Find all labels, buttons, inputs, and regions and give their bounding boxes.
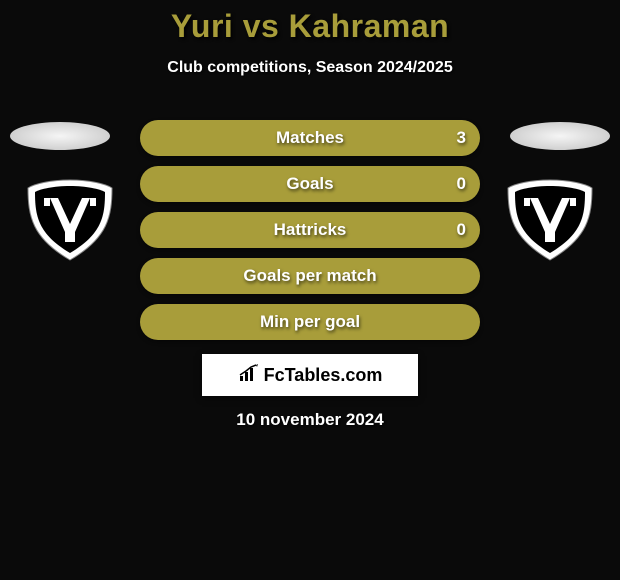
club-badge-right [500,176,600,264]
player-avatar-left [10,122,110,150]
stat-value-right: 3 [457,128,466,148]
stat-label: Min per goal [260,312,360,332]
player-avatar-right [510,122,610,150]
stat-label: Goals per match [243,266,376,286]
shield-icon [20,176,120,264]
stat-label: Matches [276,128,344,148]
stat-label: Goals [286,174,333,194]
date-text: 10 november 2024 [0,410,620,430]
logo-box[interactable]: FcTables.com [202,354,418,396]
page-title: Yuri vs Kahraman [0,8,620,45]
stats-container: Matches 3 Goals 0 Hattricks 0 Goals per … [140,120,480,350]
club-badge-left [20,176,120,264]
stat-value-right: 0 [457,174,466,194]
logo-text: FcTables.com [264,365,383,386]
stat-label: Hattricks [274,220,347,240]
chart-icon [238,364,260,387]
stat-row-min-per-goal: Min per goal [140,304,480,340]
header: Yuri vs Kahraman Club competitions, Seas… [0,0,620,77]
subtitle: Club competitions, Season 2024/2025 [0,59,620,77]
stat-value-right: 0 [457,220,466,240]
shield-icon [500,176,600,264]
stat-row-hattricks: Hattricks 0 [140,212,480,248]
stat-row-matches: Matches 3 [140,120,480,156]
stat-row-goals: Goals 0 [140,166,480,202]
stat-row-goals-per-match: Goals per match [140,258,480,294]
